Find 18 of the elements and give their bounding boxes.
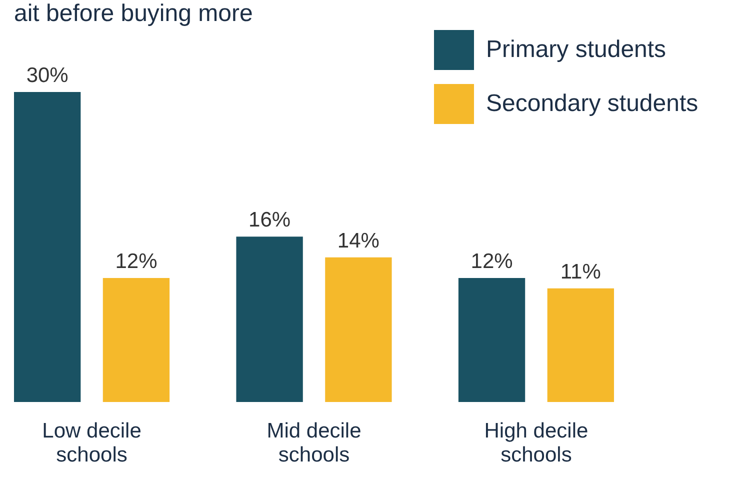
data-label: 11%	[560, 260, 601, 284]
bar	[14, 92, 81, 402]
data-label: 12%	[470, 250, 513, 273]
bar	[236, 236, 303, 402]
x-tick-label: Mid decile schools	[266, 420, 362, 466]
x-tick-label: High decile schools	[484, 420, 588, 466]
bar	[547, 288, 614, 402]
legend-label: Primary students	[486, 36, 666, 63]
chart-title: ait before buying more	[14, 0, 253, 27]
legend-label: Secondary students	[486, 90, 698, 117]
bar	[458, 278, 526, 402]
data-label: 30%	[26, 64, 68, 87]
data-label: 14%	[337, 229, 380, 252]
bar	[102, 278, 170, 402]
bar	[325, 257, 392, 402]
data-label: 16%	[248, 208, 291, 232]
data-label: 12%	[115, 250, 158, 273]
x-tick-label: Low decile schools	[42, 420, 142, 466]
